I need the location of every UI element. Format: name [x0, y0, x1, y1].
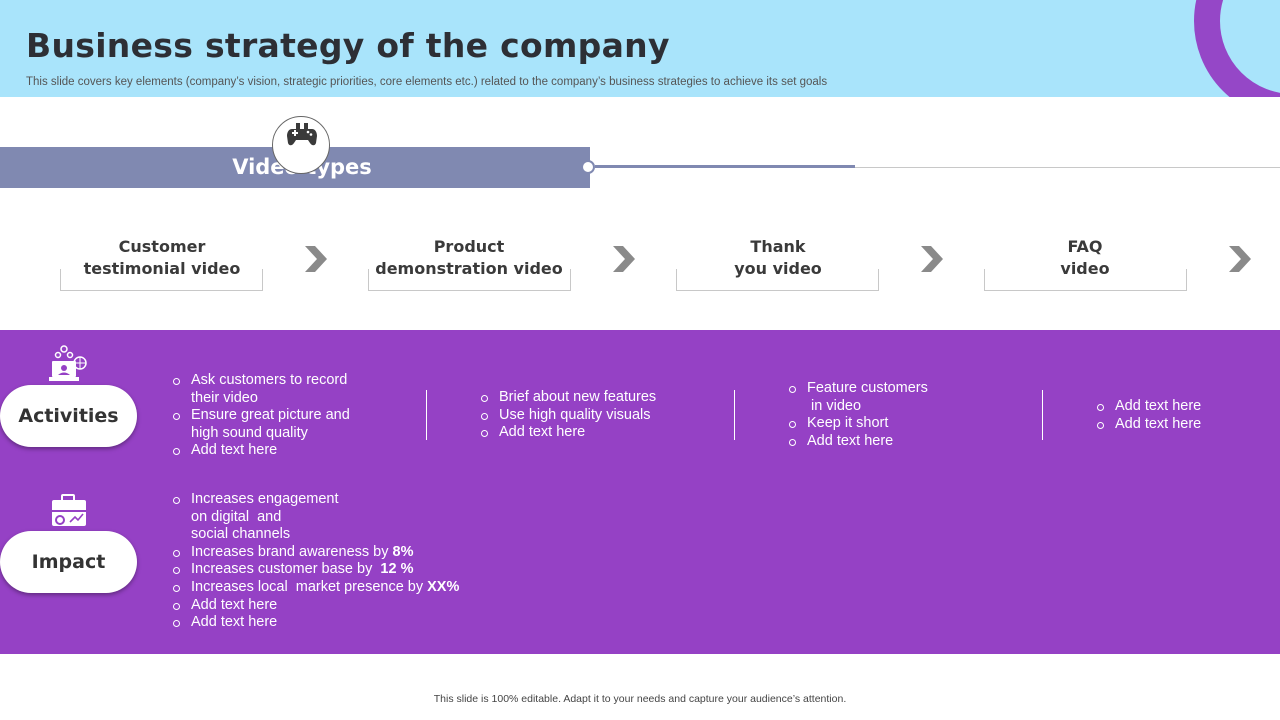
impact-label: Impact [0, 531, 137, 593]
column-divider [426, 390, 427, 440]
list-item: Increases brand awareness by 8% [173, 544, 459, 562]
page-title: Business strategy of the company [26, 26, 670, 65]
list-item: Keep it short [789, 415, 928, 433]
list-item-text: Add text here [1115, 415, 1202, 432]
list-item: Ensure great picture and high sound quali… [173, 407, 350, 442]
timeline-node [581, 160, 595, 174]
list-item: Add text here [1097, 398, 1201, 416]
list-item-continuation: high sound quality [191, 424, 308, 441]
list-item-continuation: in video [807, 397, 862, 414]
decorative-ring [1194, 0, 1280, 97]
list-item: Add text here [173, 597, 459, 615]
chevron-right-icon [613, 246, 635, 272]
list-item-text: Keep it short [807, 415, 889, 432]
list-item-continuation: on digital and [191, 508, 282, 525]
list-item-text: Add text here [191, 596, 278, 613]
list-item-text: Increases engagement [191, 491, 339, 507]
video-type-line1: FAQ [1067, 237, 1103, 256]
list-item-text: Add text here [499, 424, 586, 441]
list-item: Add text here [789, 433, 928, 451]
activities-label: Activities [0, 385, 137, 447]
list-item: Add text here [481, 424, 656, 442]
bracket-underline [60, 269, 263, 291]
list-item: Add text here [173, 614, 459, 632]
footer-note: This slide is 100% editable. Adapt it to… [433, 693, 847, 705]
list-item: Increases engagement on digital and social… [173, 491, 459, 544]
gamepad-icon-badge [272, 116, 330, 174]
list-item: Increases local market presence by XX% [173, 579, 459, 597]
gamepad-icon [287, 123, 317, 146]
team-laptop-globe-icon [49, 345, 87, 381]
briefcase-chart-icon [52, 494, 86, 526]
chevron-right-icon [921, 246, 943, 272]
list-item: Add text here [1097, 416, 1201, 434]
bracket-underline [676, 269, 879, 291]
header-banner: Business strategy of the company This sl… [0, 0, 1280, 97]
video-type-line1: Product [433, 237, 505, 256]
activities-list-product-demonstration: Brief about new features Use high qualit… [481, 389, 656, 442]
impact-list: Increases engagement on digital and social… [173, 491, 459, 632]
video-type-line2: demonstration video [375, 259, 563, 278]
list-item-text: Brief about new features [499, 389, 657, 405]
list-item: Ask customers to record their video [173, 372, 350, 407]
video-type-line2: you video [734, 259, 822, 278]
metric-value: XX% [427, 578, 460, 595]
timeline-line-thick [595, 165, 855, 168]
video-type-faq: FAQ video [983, 236, 1187, 280]
list-item-text: Add text here [807, 432, 894, 449]
list-item-text: Increases brand awareness by [191, 543, 393, 560]
video-type-line2: testimonial video [83, 259, 241, 278]
list-item-text: Feature customers [807, 380, 928, 396]
list-item-text: Add text here [1115, 398, 1202, 414]
column-divider [1042, 390, 1043, 440]
activities-list-faq: Add text here Add text here [1097, 398, 1201, 433]
list-item-text: Ensure great picture and [191, 407, 350, 424]
video-type-product-demonstration: Product demonstration video [367, 236, 571, 280]
video-type-customer-testimonial: Customer testimonial video [60, 236, 264, 280]
list-item-text: Increases local market presence by [191, 578, 428, 595]
activities-list-thank-you: Feature customers in video Keep it short… [789, 380, 928, 450]
list-item: Feature customers in video [789, 380, 928, 415]
metric-value: 8% [392, 543, 414, 560]
list-item-continuation: their video [191, 389, 258, 406]
list-item-continuation: social channels [191, 526, 291, 543]
page-subtitle: This slide covers key elements (company’… [26, 76, 828, 88]
list-item: Add text here [173, 442, 350, 460]
activities-list-customer-testimonial: Ask customers to record their video Ensur… [173, 372, 350, 460]
column-divider [734, 390, 735, 440]
list-item-text: Increases customer base by [191, 561, 381, 578]
bracket-underline [368, 269, 571, 291]
video-type-line2: video [1060, 259, 1110, 278]
video-type-line1: Customer [118, 237, 206, 256]
metric-value: 12 % [380, 561, 414, 578]
strategy-panel [0, 330, 1280, 654]
list-item-text: Use high quality visuals [499, 406, 651, 423]
list-item-text: Add text here [191, 614, 278, 631]
chevron-right-icon [1229, 246, 1251, 272]
list-item: Brief about new features [481, 389, 656, 407]
video-type-thank-you: Thank you video [676, 236, 880, 280]
list-item-text: Add text here [191, 442, 278, 459]
list-item-text: Ask customers to record [191, 372, 348, 388]
timeline-line-thin [855, 167, 1280, 168]
chevron-right-icon [305, 246, 327, 272]
list-item: Use high quality visuals [481, 407, 656, 425]
bracket-underline [984, 269, 1187, 291]
video-type-line1: Thank [750, 237, 806, 256]
list-item: Increases customer base by 12 % [173, 561, 459, 579]
